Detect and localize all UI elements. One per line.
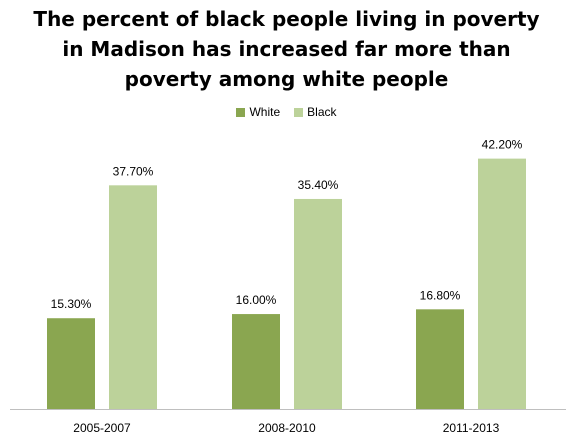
bar-white-2005-2007 bbox=[47, 318, 95, 409]
chart-title-line-1: The percent of black people living in po… bbox=[33, 7, 540, 31]
legend-swatch-black bbox=[294, 107, 304, 117]
bar-black-2005-2007 bbox=[109, 185, 157, 409]
data-label-white-2011-2013: 16.80% bbox=[420, 288, 461, 302]
legend-label-white: White bbox=[249, 105, 281, 119]
x-tick-label-2011-2013: 2011-2013 bbox=[443, 421, 500, 435]
data-label-black-2011-2013: 42.20% bbox=[482, 138, 523, 152]
chart-title-line-2: in Madison has increased far more than bbox=[62, 37, 511, 61]
x-tick-label-2008-2010: 2008-2010 bbox=[258, 421, 316, 435]
legend-swatch-white bbox=[236, 107, 246, 117]
data-label-white-2008-2010: 16.00% bbox=[236, 293, 277, 307]
bar-black-2008-2010 bbox=[294, 198, 342, 409]
x-tick-label-2005-2007: 2005-2007 bbox=[73, 421, 131, 435]
legend-item-white: White bbox=[236, 104, 280, 120]
legend-label-black: Black bbox=[307, 105, 337, 119]
bar-white-2008-2010 bbox=[232, 314, 280, 409]
chart-legend: White Black bbox=[0, 104, 573, 120]
legend-item-black: Black bbox=[294, 104, 337, 120]
data-label-white-2005-2007: 15.30% bbox=[51, 297, 92, 311]
chart-title: The percent of black people living in po… bbox=[0, 4, 573, 94]
bar-white-2011-2013 bbox=[416, 309, 464, 409]
data-label-black-2005-2007: 37.70% bbox=[113, 164, 154, 178]
chart-title-line-3: poverty among white people bbox=[124, 67, 449, 91]
bar-black-2011-2013 bbox=[478, 158, 526, 409]
data-label-black-2008-2010: 35.40% bbox=[298, 178, 339, 192]
